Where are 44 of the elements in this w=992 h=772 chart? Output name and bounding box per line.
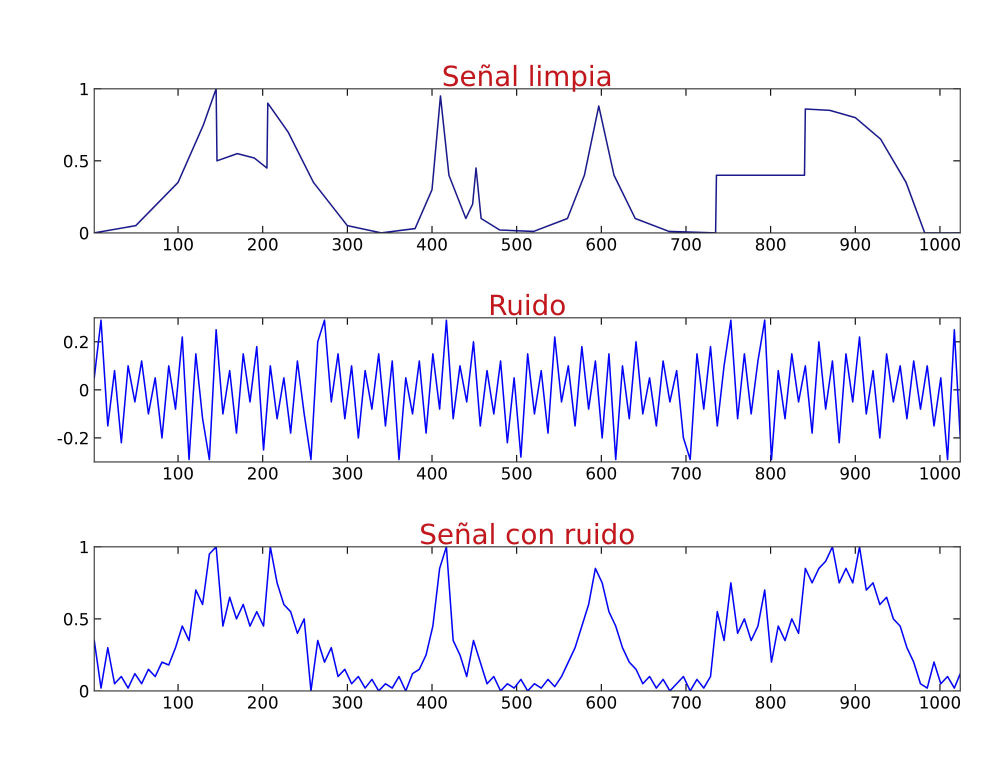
x-tick-label: 1000 bbox=[920, 696, 960, 709]
x-tick-label: 900 bbox=[840, 467, 870, 480]
y-tick-label: 1 bbox=[80, 541, 88, 554]
x-tick-label: 700 bbox=[671, 467, 701, 480]
x-tick-label: 400 bbox=[416, 696, 447, 709]
x-tick-label: 700 bbox=[671, 238, 701, 251]
y-tick-label: 0 bbox=[80, 226, 88, 240]
x-tick-label: 400 bbox=[416, 467, 447, 480]
y-tick-label: 0.2 bbox=[64, 336, 88, 348]
x-tick-label: 100 bbox=[164, 696, 193, 709]
chart-title: Señal con ruido bbox=[421, 522, 634, 544]
line-series bbox=[94, 319, 960, 460]
x-tick-label: 500 bbox=[502, 467, 532, 480]
x-tick-label: 100 bbox=[164, 467, 193, 480]
x-tick-label: 200 bbox=[248, 467, 278, 480]
x-tick-label: 500 bbox=[502, 696, 532, 709]
x-tick-label: 800 bbox=[756, 238, 786, 251]
line-series bbox=[94, 546, 960, 691]
x-tick-label: 1000 bbox=[920, 238, 960, 251]
x-tick-label: 600 bbox=[586, 238, 616, 251]
chart-title: Ruido bbox=[490, 294, 565, 316]
y-tick-label: 0 bbox=[80, 684, 88, 698]
x-tick-label: 100 bbox=[164, 238, 193, 251]
y-tick-label: 0.5 bbox=[64, 612, 88, 626]
x-tick-label: 200 bbox=[248, 238, 278, 251]
x-tick-label: 200 bbox=[248, 696, 278, 709]
x-tick-label: 800 bbox=[756, 696, 786, 709]
y-tick-label: -0.2 bbox=[58, 432, 88, 444]
x-tick-label: 600 bbox=[586, 696, 616, 709]
y-tick-label: 0 bbox=[80, 384, 88, 396]
x-tick-label: 500 bbox=[502, 238, 532, 251]
x-tick-label: 900 bbox=[840, 696, 870, 709]
x-tick-label: 800 bbox=[756, 467, 786, 480]
x-tick-label: 900 bbox=[840, 238, 870, 251]
x-tick-label: 300 bbox=[332, 238, 362, 251]
x-tick-label: 300 bbox=[332, 696, 362, 709]
x-tick-label: 400 bbox=[416, 238, 447, 251]
x-tick-label: 700 bbox=[671, 696, 701, 709]
y-tick-label: 1 bbox=[80, 82, 88, 96]
x-tick-label: 600 bbox=[586, 467, 616, 480]
x-tick-label: 300 bbox=[332, 467, 362, 480]
x-tick-label: 1000 bbox=[920, 467, 960, 480]
y-tick-label: 0.5 bbox=[64, 154, 88, 168]
chart-title: Señal limpia bbox=[444, 64, 610, 92]
